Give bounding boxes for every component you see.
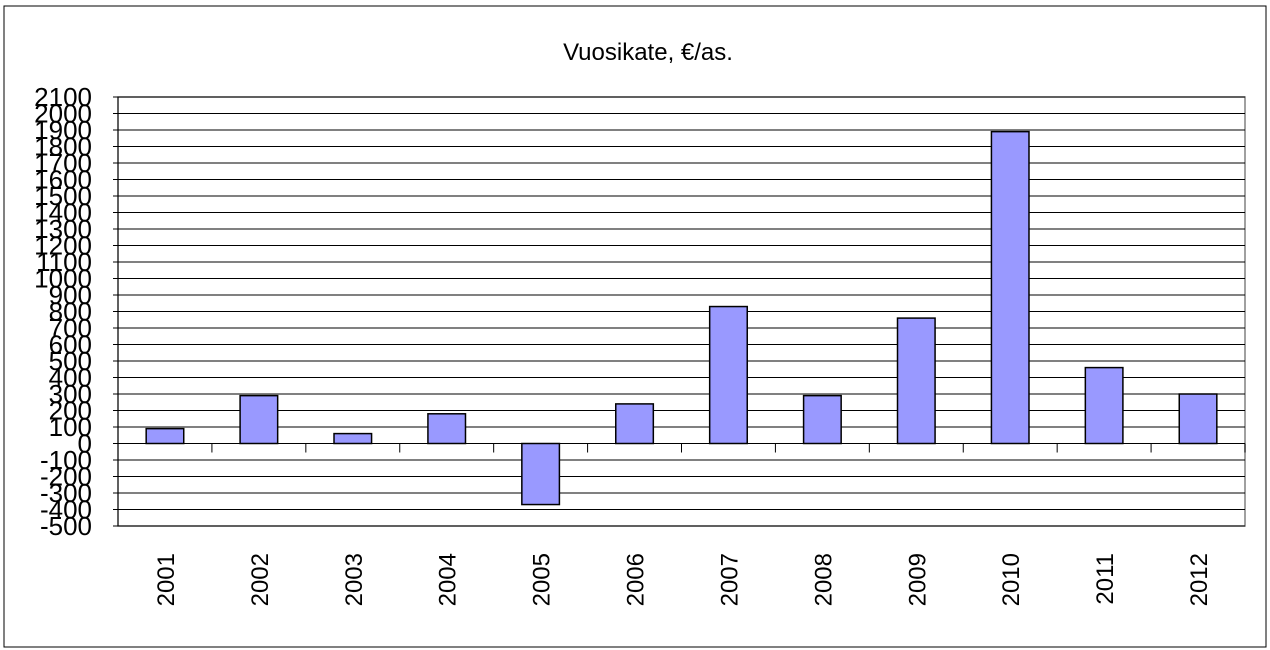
bar bbox=[427, 413, 467, 445]
bar bbox=[1178, 393, 1218, 445]
x-tick-label: 2005 bbox=[529, 553, 556, 606]
y-tick-label: 1100 bbox=[36, 247, 92, 277]
x-tick-label: 2011 bbox=[1092, 553, 1119, 605]
x-tick-label: 2007 bbox=[716, 553, 743, 606]
y-tick-label: 1300 bbox=[34, 214, 92, 244]
y-tick-label: 900 bbox=[49, 280, 92, 310]
bar bbox=[896, 317, 936, 445]
x-tick-label: 2012 bbox=[1186, 553, 1213, 606]
x-tick-label: 2009 bbox=[904, 553, 931, 606]
y-tick-label: 1200 bbox=[34, 231, 92, 261]
y-tick-label: -500 bbox=[40, 511, 92, 541]
y-tick-label: 1800 bbox=[34, 132, 92, 162]
bar bbox=[1084, 366, 1124, 445]
x-tick-label: 2002 bbox=[247, 553, 274, 606]
y-tick-label: -400 bbox=[40, 495, 92, 525]
x-tick-label: 2010 bbox=[998, 553, 1025, 606]
y-tick-label: 100 bbox=[49, 412, 92, 442]
y-tick-label: 1900 bbox=[34, 115, 92, 145]
y-tick-label: 1500 bbox=[34, 181, 92, 211]
x-tick-label: 2008 bbox=[810, 553, 837, 606]
y-tick-label: 800 bbox=[49, 297, 92, 327]
x-tick-label: 2003 bbox=[341, 553, 368, 606]
bar bbox=[708, 305, 748, 445]
y-tick-label: 200 bbox=[49, 396, 92, 426]
y-tick-label: -100 bbox=[40, 445, 92, 475]
y-tick-label: 500 bbox=[49, 346, 92, 376]
y-tick-label: 0 bbox=[78, 429, 92, 459]
y-tick-label: 400 bbox=[49, 363, 92, 393]
y-tick-label: -200 bbox=[40, 462, 92, 492]
y-tick-label: 300 bbox=[49, 379, 92, 409]
y-tick-label: -300 bbox=[40, 478, 92, 508]
chart-title: Vuosikate, €/as. bbox=[563, 39, 733, 66]
bar bbox=[145, 427, 185, 445]
y-tick-label: 2100 bbox=[34, 82, 92, 112]
y-tick-label: 1400 bbox=[34, 198, 92, 228]
bar bbox=[521, 442, 561, 506]
x-tick-label: 2006 bbox=[623, 553, 650, 606]
y-tick-label: 1700 bbox=[34, 148, 92, 178]
bar bbox=[990, 130, 1030, 445]
y-tick-label: 600 bbox=[49, 330, 92, 360]
y-tick-label: 700 bbox=[49, 313, 92, 343]
bar bbox=[333, 432, 373, 445]
bar bbox=[239, 394, 279, 445]
bar bbox=[802, 394, 842, 445]
y-tick-label: 1600 bbox=[34, 165, 92, 195]
x-tick-label: 2004 bbox=[435, 553, 462, 606]
x-tick-label: 2001 bbox=[153, 553, 180, 606]
y-tick-label: 1000 bbox=[34, 264, 92, 294]
y-tick-label: 2000 bbox=[34, 99, 92, 129]
bar bbox=[615, 403, 655, 445]
